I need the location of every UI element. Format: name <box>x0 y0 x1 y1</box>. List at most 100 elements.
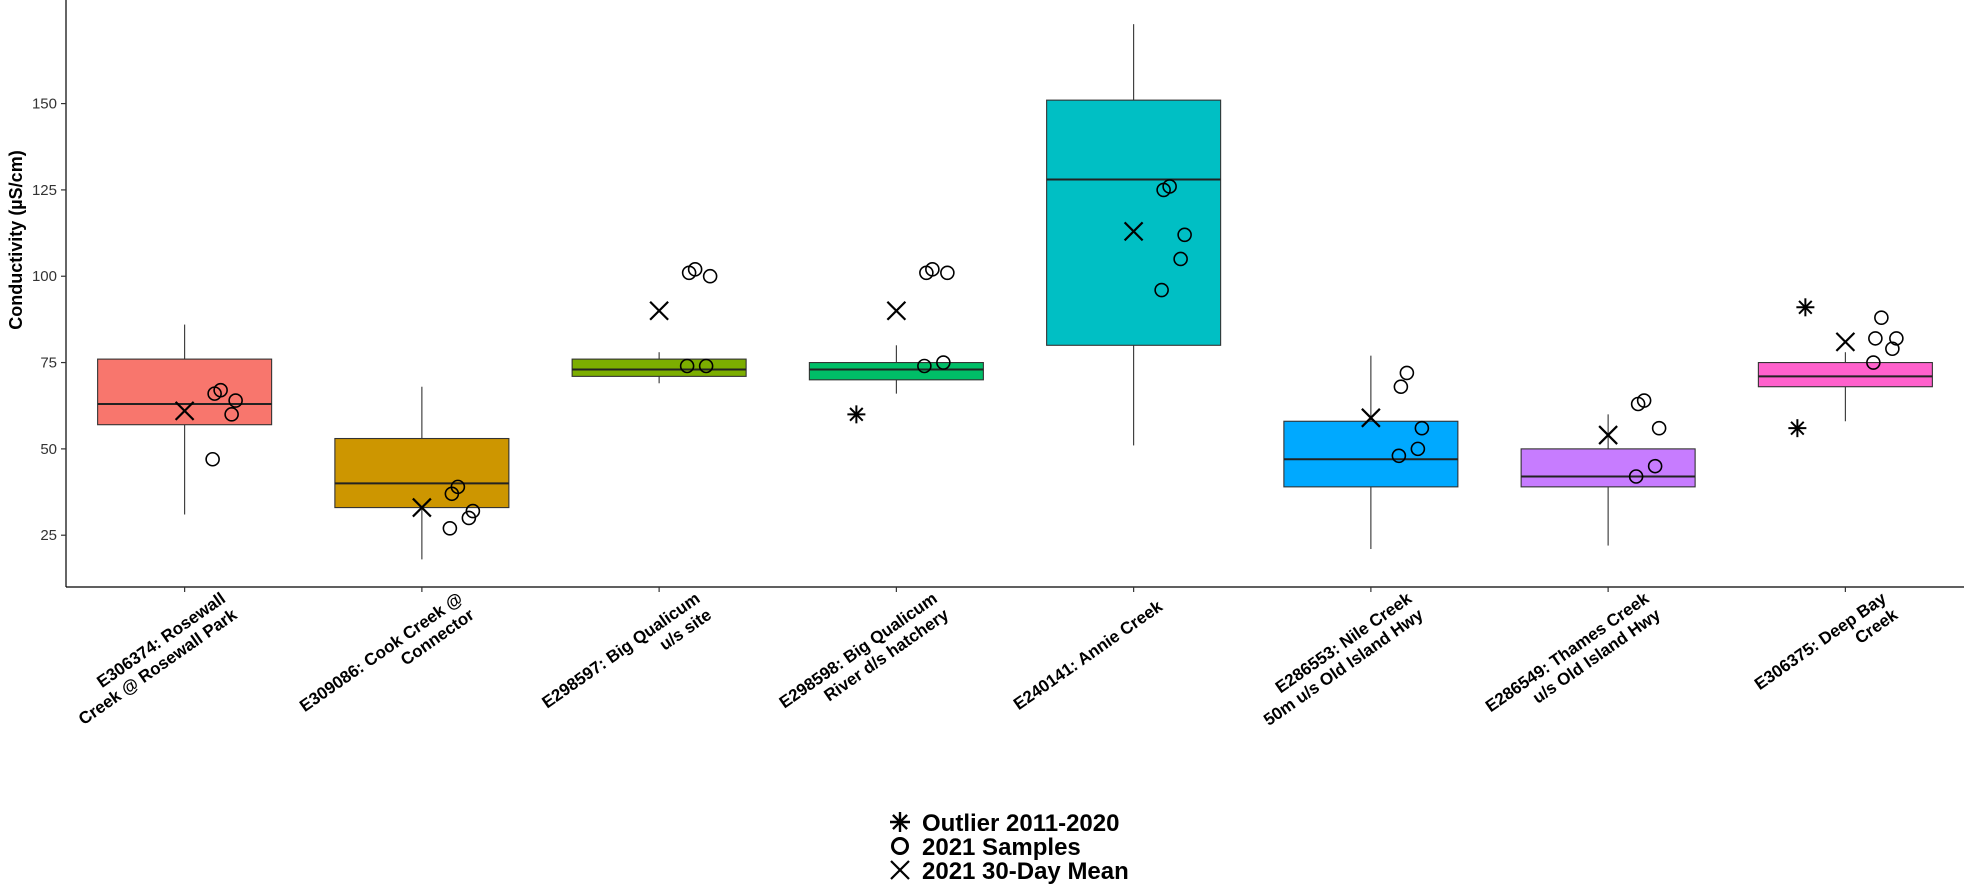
cross-stroke <box>886 300 907 321</box>
x-tick-label-line: 50m u/s Old Island Hwy <box>1260 605 1427 730</box>
y-tick-label: 100 <box>32 268 57 285</box>
mean-marker <box>1835 332 1856 352</box>
site-box <box>1520 414 1696 546</box>
mean-marker <box>649 300 669 321</box>
sample-marker <box>450 479 466 495</box>
legend-item: 2021 Samples <box>891 834 1081 861</box>
iqr-box <box>571 358 747 377</box>
legend-asterisk-icon <box>890 812 910 832</box>
outlier-marker <box>1796 298 1815 317</box>
sample-marker <box>1628 469 1644 484</box>
sample-marker <box>1414 420 1430 436</box>
sample-marker <box>1177 227 1192 243</box>
mean-marker <box>1598 425 1618 445</box>
x-tick-label: E240141: Annie Creek <box>1010 596 1166 713</box>
legend-cross-icon <box>890 860 910 880</box>
x-tick-label: E306375: Deep BayCreek <box>1751 588 1902 710</box>
x-tick-label: E309086: Cook Creek @Connector <box>296 588 478 732</box>
x-tick-label: E298598: Big QualicumRiver d/s hatchery <box>776 588 953 728</box>
mean-marker <box>886 300 907 321</box>
sample-marker <box>224 407 239 422</box>
sample-marker <box>940 265 955 281</box>
y-tick-label: 25 <box>40 527 57 544</box>
site-box <box>808 345 984 394</box>
sample-marker <box>925 262 940 277</box>
x-tick-label-line: Creek @ Rosewall Park <box>75 605 241 729</box>
legend-label: 2021 30-Day Mean <box>922 858 1129 885</box>
iqr-box <box>1046 99 1222 346</box>
y-tick-label: 75 <box>40 355 57 372</box>
x-tick-label-line: E286549: Thames Creek <box>1482 588 1653 716</box>
sample-marker <box>1889 331 1904 346</box>
cross-stroke <box>1123 221 1144 242</box>
site-box <box>571 352 747 384</box>
iqr-box <box>1283 420 1459 488</box>
x-tick-label-line: E309086: Cook Creek @ <box>296 589 466 716</box>
x-tick-label: E298597: Big Qualicumu/s site <box>538 589 714 729</box>
x-axis: E306374: RosewallCreek @ Rosewall Park E3… <box>64 586 1964 732</box>
outlier-marker <box>847 405 866 424</box>
iqr-box <box>1757 362 1933 388</box>
sample-marker <box>687 262 703 277</box>
legend-circle-icon <box>891 837 909 855</box>
mean-marker <box>174 401 195 421</box>
x-tick-label-line: E298597: Big Qualicum <box>538 589 703 712</box>
sample-marker <box>1885 341 1900 357</box>
asterisk-stroke <box>849 407 864 422</box>
sample-marker <box>465 503 481 519</box>
iqr-box <box>97 358 273 426</box>
cross-stroke <box>412 497 432 518</box>
legend-item: Outlier 2011-2020 <box>890 810 1119 837</box>
y-tick-label: 150 <box>32 96 57 113</box>
sample-marker <box>1399 365 1415 381</box>
cross-stroke <box>174 401 195 421</box>
site-box <box>1046 24 1222 446</box>
asterisk-stroke <box>1798 300 1813 315</box>
asterisk-stroke <box>892 814 908 830</box>
sample-marker <box>205 451 220 467</box>
mean-marker <box>1361 408 1381 428</box>
x-tick-label: E286549: Thames Creeku/s Old Island Hwy <box>1482 588 1664 732</box>
x-tick-label: E306374: RosewallCreek @ Rosewall Park <box>64 588 241 728</box>
mean-marker <box>1123 221 1144 242</box>
cross-stroke <box>890 860 910 880</box>
sample-marker <box>1636 393 1652 408</box>
sample-marker <box>936 355 951 370</box>
cross-stroke <box>1361 408 1381 428</box>
site-box <box>334 386 510 560</box>
sample-marker <box>1651 420 1667 436</box>
legend-item: 2021 30-Day Mean <box>890 858 1129 885</box>
sample-marker <box>679 358 695 374</box>
legend-label: 2021 Samples <box>922 834 1081 861</box>
mean-marker <box>412 497 432 518</box>
sample-marker <box>1393 379 1409 395</box>
iqr-box <box>334 437 510 509</box>
sample-marker <box>702 268 718 284</box>
site-box <box>1757 352 1933 422</box>
legend-label: Outlier 2011-2020 <box>922 810 1119 837</box>
sample-marker <box>1173 251 1188 267</box>
outlier-marker <box>1788 419 1807 438</box>
sample-marker <box>228 393 243 408</box>
y-axis-title: Conductivity (µS/cm) <box>6 150 26 329</box>
data-points <box>174 179 1904 536</box>
asterisk-stroke <box>1790 421 1805 436</box>
x-tick-label-line: E240141: Annie Creek <box>1010 596 1166 713</box>
cross-stroke <box>1835 332 1856 352</box>
sample-marker <box>442 520 458 536</box>
sample-marker <box>1868 331 1883 346</box>
sample-marker <box>1391 448 1407 464</box>
sample-marker <box>213 382 228 398</box>
cross-stroke <box>649 300 669 321</box>
x-tick-label: E286553: Nile Creek50m u/s Old Island Hw… <box>1249 588 1427 729</box>
sample-marker <box>1154 282 1169 298</box>
sample-marker <box>1874 310 1889 325</box>
sample-marker <box>698 358 714 374</box>
sample-marker <box>461 510 477 526</box>
sample-marker <box>1410 441 1426 457</box>
y-tick-label: 50 <box>40 441 57 458</box>
cross-stroke <box>1598 425 1618 445</box>
iqr-box <box>808 362 984 381</box>
